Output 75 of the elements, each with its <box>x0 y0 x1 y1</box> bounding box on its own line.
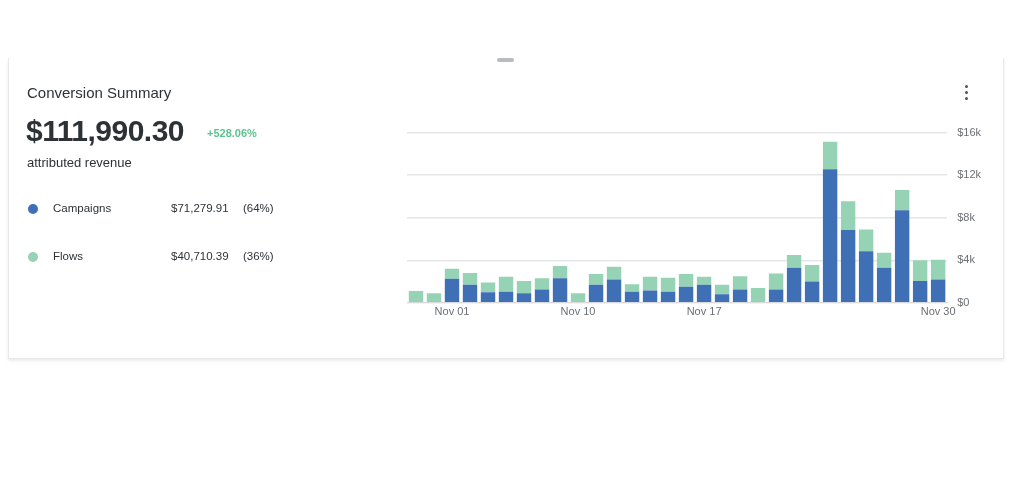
bar <box>462 273 478 285</box>
bar <box>696 284 712 303</box>
text: Conversion Summary <box>27 84 172 101</box>
bar <box>534 278 550 290</box>
bar <box>858 251 874 303</box>
text: $40,710.39 <box>171 250 229 262</box>
bar <box>804 281 820 303</box>
legend-label: Flows <box>53 250 84 262</box>
y-tick-label: $0 <box>957 295 970 308</box>
bar <box>606 266 622 280</box>
bar <box>606 279 622 303</box>
bar <box>894 210 910 303</box>
bar <box>570 293 586 303</box>
bar <box>714 284 730 295</box>
x-tick-label: Nov 30 <box>920 305 956 318</box>
bar <box>480 282 496 293</box>
bar <box>444 268 460 279</box>
text: $111,990.30 <box>26 114 185 148</box>
bar <box>498 291 514 303</box>
bar <box>786 254 802 268</box>
bar <box>678 286 694 303</box>
y-tick-label: $16k <box>957 125 982 138</box>
bar <box>804 265 820 282</box>
bar <box>912 260 928 281</box>
bar <box>462 284 478 303</box>
bar <box>732 276 748 290</box>
bar <box>480 292 496 303</box>
bar <box>660 277 676 292</box>
bar <box>624 284 640 292</box>
bar <box>534 289 550 303</box>
bar <box>768 289 784 303</box>
bar <box>696 276 712 285</box>
bar <box>498 276 514 292</box>
y-tick-label: $8k <box>957 210 976 223</box>
bar <box>930 259 946 280</box>
bar <box>858 229 874 252</box>
bar <box>822 141 838 170</box>
bar <box>750 287 766 303</box>
bar <box>876 252 892 268</box>
bar <box>822 169 838 303</box>
bar <box>894 190 910 211</box>
bar <box>444 278 460 303</box>
y-tick-label: $12k <box>957 168 982 181</box>
bar <box>642 290 658 303</box>
bar <box>732 289 748 303</box>
text: $71,279.91 <box>171 202 229 214</box>
bar <box>660 291 676 303</box>
bar <box>624 291 640 303</box>
bar <box>768 273 784 290</box>
bar <box>930 279 946 303</box>
text: (36%) <box>243 250 274 262</box>
bar <box>786 267 802 303</box>
bar <box>588 274 604 285</box>
bar <box>516 280 532 294</box>
bar <box>714 294 730 303</box>
bar <box>552 278 568 303</box>
text: +528.06% <box>207 127 257 139</box>
y-tick-label: $4k <box>957 253 976 266</box>
text: (64%) <box>243 202 274 214</box>
bar <box>876 267 892 303</box>
bar <box>552 266 568 279</box>
bar <box>840 201 856 230</box>
x-tick-label: Nov 17 <box>686 305 722 318</box>
bar <box>516 293 532 303</box>
bar <box>912 280 928 303</box>
bar <box>426 293 442 303</box>
bar <box>408 291 424 303</box>
legend-label: Campaigns <box>53 202 112 214</box>
x-tick-label: Nov 01 <box>434 305 470 318</box>
x-tick-label: Nov 10 <box>560 305 596 318</box>
bar <box>840 229 856 303</box>
bar <box>642 276 658 291</box>
bar <box>588 284 604 303</box>
text: attributed revenue <box>27 155 132 170</box>
bar <box>678 274 694 287</box>
